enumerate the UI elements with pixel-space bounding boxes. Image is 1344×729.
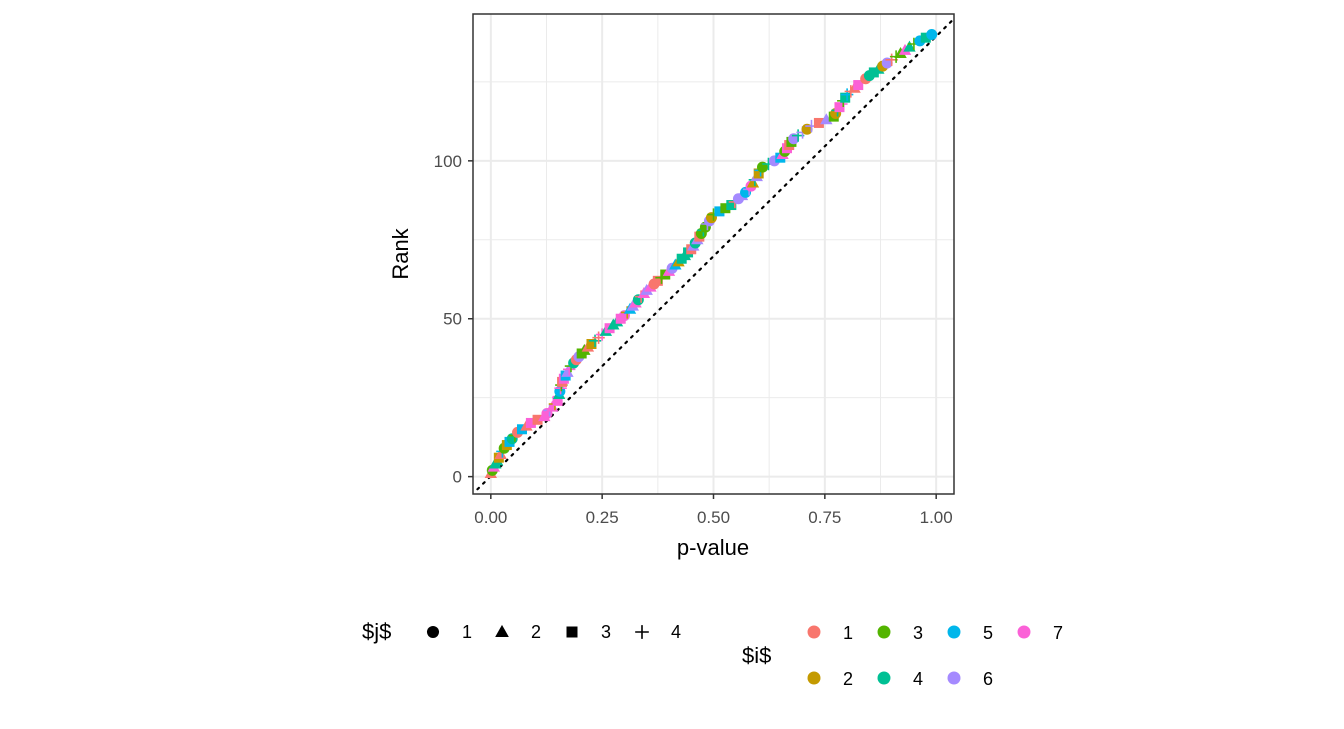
data-point <box>714 206 725 217</box>
shape-legend-label: 1 <box>462 622 472 642</box>
color-legend-key <box>947 625 961 639</box>
x-tick-label: 0.00 <box>474 508 507 527</box>
color-legend-label: 3 <box>913 623 923 643</box>
data-point <box>525 417 536 428</box>
color-legend-title: $i$ <box>742 643 771 668</box>
x-tick-label: 0.50 <box>697 508 730 527</box>
color-legend-key <box>877 671 891 685</box>
y-tick-label: 100 <box>434 152 462 171</box>
color-legend-label: 4 <box>913 669 923 689</box>
data-points <box>484 29 938 478</box>
y-axis-ticks: 0 50 100 <box>434 152 473 487</box>
data-point <box>853 80 864 91</box>
color-legend-key <box>807 671 821 685</box>
data-point <box>532 414 543 425</box>
data-point <box>813 117 824 128</box>
color-legend-label: 6 <box>983 669 993 689</box>
x-tick-label: 0.75 <box>808 508 841 527</box>
x-tick-label: 0.25 <box>586 508 619 527</box>
shape-legend-key-plus <box>635 625 649 639</box>
color-legend-key <box>947 671 961 685</box>
data-point <box>753 168 764 179</box>
color-legend-label: 7 <box>1053 623 1063 643</box>
shape-legend-label: 3 <box>601 622 611 642</box>
color-legend-key <box>1017 625 1031 639</box>
x-axis-ticks: 0.00 0.25 0.50 0.75 1.00 <box>474 494 953 527</box>
data-point <box>726 200 737 211</box>
shape-legend: $j$ 1 2 3 4 <box>362 619 681 644</box>
x-tick-label: 1.00 <box>920 508 953 527</box>
shape-legend-key-circle <box>426 625 440 639</box>
shape-legend-key-square <box>566 626 578 638</box>
data-point <box>903 40 916 52</box>
color-legend-label: 5 <box>983 623 993 643</box>
data-point <box>920 32 931 43</box>
color-legend-key <box>807 625 821 639</box>
data-point <box>586 339 597 349</box>
grid-lines <box>473 14 954 494</box>
color-legend-key <box>877 625 891 639</box>
data-point <box>926 29 938 41</box>
color-legend: $i$ 1 2 3 4 5 6 7 <box>742 623 1063 689</box>
shape-legend-title: $j$ <box>362 619 391 644</box>
shape-legend-label: 4 <box>671 622 681 642</box>
data-point <box>652 275 663 286</box>
color-legend-label: 2 <box>843 669 853 689</box>
y-axis-title: Rank <box>388 227 413 279</box>
data-point <box>840 92 851 103</box>
data-point <box>494 448 507 460</box>
y-tick-label: 50 <box>443 310 462 329</box>
data-point <box>746 176 760 188</box>
data-point <box>561 365 574 377</box>
shape-legend-label: 2 <box>531 622 541 642</box>
x-axis-title: p-value <box>677 535 749 560</box>
data-point <box>834 102 845 113</box>
shape-legend-key-triangle <box>495 624 509 637</box>
color-legend-label: 1 <box>843 623 853 643</box>
data-point <box>720 203 731 214</box>
y-tick-label: 0 <box>453 468 462 487</box>
